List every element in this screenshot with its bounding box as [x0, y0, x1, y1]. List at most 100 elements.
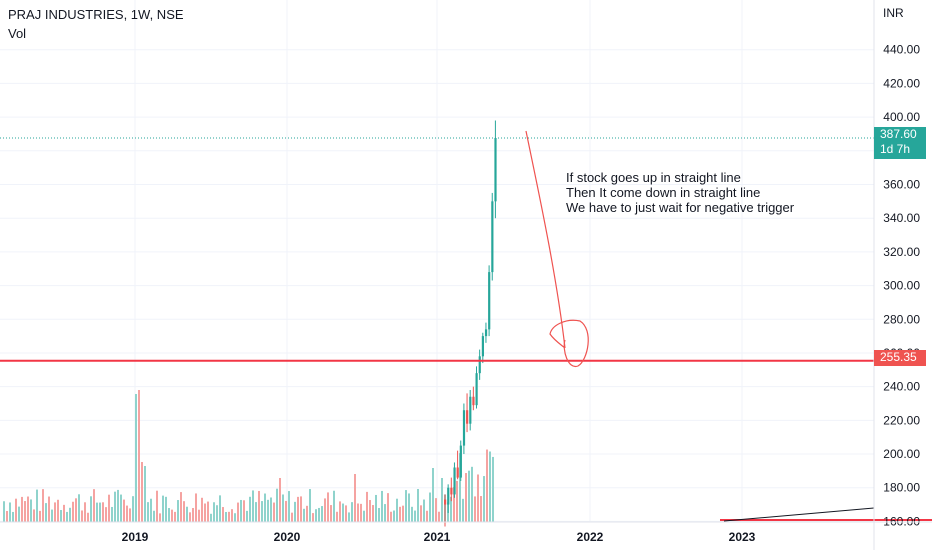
volume-bar — [294, 501, 296, 522]
volume-legend[interactable]: Vol — [8, 26, 27, 41]
volume-bar — [27, 496, 29, 522]
chart-grid — [0, 0, 874, 522]
volume-bar — [462, 498, 464, 522]
volume-bar — [372, 505, 374, 522]
candle-body — [494, 138, 497, 202]
time-tick-label: 2021 — [424, 530, 451, 544]
volume-bar — [90, 496, 92, 522]
volume-bar — [186, 506, 188, 522]
volume-bar — [405, 490, 407, 522]
volume-bar — [459, 453, 461, 522]
time-tick-label: 2019 — [122, 530, 149, 544]
symbol-legend[interactable]: PRAJ INDUSTRIES, 1W, NSE — [8, 7, 184, 22]
volume-bar — [270, 497, 272, 522]
volume-bar — [276, 488, 278, 522]
candle-body — [469, 396, 472, 424]
volume-bar — [156, 490, 158, 522]
volume-bar — [393, 510, 395, 522]
volume-bar — [57, 499, 59, 522]
volume-bar — [303, 508, 305, 522]
volume-bar — [141, 462, 143, 522]
candle-body — [444, 499, 447, 505]
volume-bar — [78, 494, 80, 522]
volume-bar — [213, 502, 215, 522]
volume-bar — [9, 502, 11, 522]
chart-annotation: If stock goes up in straight line Then I… — [566, 170, 794, 215]
volume-bar — [432, 468, 434, 522]
volume-bar — [375, 494, 377, 522]
volume-bar — [273, 502, 275, 522]
volume-bar — [111, 506, 113, 522]
volume-bar — [51, 509, 53, 522]
volume-bar — [93, 489, 95, 522]
bar-countdown: 1d 7h — [880, 142, 911, 156]
volume-bar — [348, 512, 350, 522]
volume-bar — [456, 480, 458, 522]
volume-bar — [267, 499, 269, 522]
volume-bar — [204, 503, 206, 522]
volume-bar — [489, 451, 491, 522]
volume-bar — [387, 493, 389, 522]
volume-bar — [84, 502, 86, 522]
volume-bar — [414, 510, 416, 522]
price-tick-label: 320.00 — [883, 245, 920, 259]
volume-bar — [351, 502, 353, 522]
volume-bar — [312, 513, 314, 522]
volume-bar — [228, 511, 230, 522]
candle-body — [459, 445, 462, 478]
candle-body — [447, 487, 450, 505]
volume-bar — [135, 394, 137, 522]
volume-bar — [492, 456, 494, 522]
last-price-badge: 387.60 1d 7h — [874, 127, 926, 159]
volume-bar — [150, 498, 152, 522]
volume-bar — [378, 508, 380, 522]
time-tick-label: 2022 — [577, 530, 604, 544]
volume-bar — [429, 492, 431, 522]
volume-bar — [54, 502, 56, 522]
price-tick-label: 440.00 — [883, 43, 920, 57]
volume-bar — [264, 493, 266, 522]
volume-bar — [12, 511, 14, 522]
currency-label[interactable]: INR — [883, 6, 904, 20]
volume-bar — [453, 487, 455, 522]
volume-bar — [18, 506, 20, 522]
volume-bar — [108, 494, 110, 522]
volume-bar — [408, 493, 410, 522]
volume-bar — [333, 490, 335, 522]
volume-bar — [216, 505, 218, 522]
volume-bar — [162, 495, 164, 522]
candle-body — [462, 410, 466, 446]
volume-bar — [285, 500, 287, 522]
volume-bar — [363, 510, 365, 522]
volume-bar — [309, 489, 311, 522]
volume-bar — [171, 509, 173, 522]
volume-bar — [249, 496, 251, 522]
volume-bar — [99, 502, 101, 522]
trend-line — [723, 507, 875, 522]
volume-bar — [210, 513, 212, 522]
volume-bar — [291, 512, 293, 522]
volume-bar — [483, 476, 485, 522]
volume-bar — [231, 509, 233, 522]
volume-bar — [180, 492, 182, 522]
volume-bar — [396, 498, 398, 522]
volume-bar — [297, 496, 299, 522]
volume-bar — [486, 449, 488, 522]
volume-bar — [315, 509, 317, 522]
volume-bar — [207, 501, 209, 522]
volume-bar — [366, 491, 368, 522]
price-tick-label: 160.00 — [883, 514, 920, 528]
annotation-line-1: If stock goes up in straight line — [566, 170, 741, 185]
volume-bar — [327, 492, 329, 522]
volume-bar — [120, 494, 122, 522]
volume-bar — [465, 473, 467, 522]
volume-bar — [3, 501, 5, 522]
price-tick-label: 240.00 — [883, 380, 920, 394]
volume-bar — [21, 496, 23, 522]
volume-bar — [42, 489, 44, 522]
volume-bar — [45, 503, 47, 522]
last-price-value: 387.60 — [880, 127, 917, 141]
volume-bar — [441, 478, 443, 522]
volume-bar — [252, 490, 254, 522]
